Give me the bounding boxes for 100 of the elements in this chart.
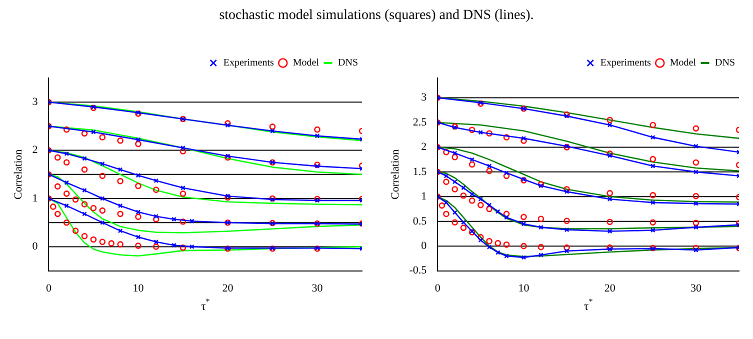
point (180, 218, 186, 225)
point (486, 244, 492, 250)
point (564, 227, 570, 232)
point (606, 150, 613, 157)
point (118, 167, 123, 172)
point (152, 216, 160, 222)
point (460, 224, 467, 231)
point (452, 219, 458, 226)
point (504, 214, 509, 220)
point (650, 200, 656, 205)
point (460, 192, 467, 199)
point (692, 244, 700, 252)
y-tick-label: 1 (421, 190, 427, 203)
point (54, 154, 61, 161)
point (100, 220, 105, 226)
point (117, 210, 124, 218)
point (91, 130, 96, 134)
point (135, 182, 142, 190)
legend-label: DNS (714, 58, 736, 69)
point (443, 178, 450, 185)
y-tick-label: 2 (421, 141, 427, 154)
point (180, 145, 186, 150)
point (468, 126, 476, 134)
point (100, 161, 105, 166)
point (81, 232, 88, 240)
point (564, 218, 570, 224)
point (452, 150, 458, 156)
point (117, 138, 124, 144)
point (225, 154, 230, 158)
point (503, 241, 510, 248)
point (521, 255, 526, 260)
point (692, 125, 700, 132)
x-tick-label: 10 (132, 282, 144, 294)
point (650, 164, 656, 168)
point (564, 189, 570, 194)
point (503, 210, 510, 218)
point (118, 228, 123, 234)
point (607, 122, 612, 128)
point (606, 218, 613, 226)
point (468, 161, 476, 168)
point (692, 159, 700, 166)
point (478, 196, 484, 202)
point (443, 149, 450, 156)
point (486, 206, 492, 212)
point (478, 202, 484, 208)
point (650, 156, 656, 162)
point (269, 124, 276, 130)
point (99, 238, 106, 246)
point (478, 130, 484, 135)
point (180, 244, 186, 251)
point (99, 172, 106, 179)
point (154, 239, 159, 244)
point (538, 244, 544, 250)
point (470, 157, 474, 162)
point (152, 186, 160, 193)
point (452, 179, 458, 184)
point (486, 238, 492, 244)
point (154, 214, 159, 219)
point (606, 190, 613, 196)
point (650, 122, 656, 128)
point (495, 250, 500, 255)
point (64, 180, 70, 186)
point (99, 134, 106, 140)
legend-label: Model (670, 58, 696, 69)
y-tick-label: 1 (32, 192, 38, 204)
point (650, 228, 656, 233)
point (135, 214, 142, 220)
x-tick-label: 0 (46, 282, 52, 294)
text: stochastic model simulations (squares) and DNS (lines). (218, 8, 535, 24)
point (444, 200, 449, 205)
point (224, 120, 231, 126)
point (50, 204, 56, 210)
point (461, 220, 466, 225)
point (63, 219, 70, 226)
point (607, 196, 612, 202)
point (650, 219, 656, 226)
point (64, 203, 70, 208)
y-tick-label: 0 (421, 240, 428, 252)
point (438, 202, 446, 209)
y-axis-title: Correlation (389, 148, 402, 200)
point (172, 216, 176, 222)
point (503, 134, 510, 140)
point (63, 190, 70, 197)
point (180, 148, 186, 154)
point (136, 172, 141, 178)
point (692, 220, 700, 226)
point (486, 168, 492, 174)
point (81, 130, 88, 137)
point (136, 137, 141, 142)
y-tick-label: 0 (32, 240, 38, 253)
point (225, 122, 230, 128)
point (564, 111, 570, 118)
x-tick-label: 30 (312, 282, 324, 294)
point (82, 188, 87, 193)
x-tick-label: 30 (690, 282, 702, 294)
point (452, 186, 458, 192)
point (606, 116, 613, 124)
x-tick-label: 20 (604, 282, 616, 294)
point (152, 244, 160, 250)
point (520, 214, 527, 220)
